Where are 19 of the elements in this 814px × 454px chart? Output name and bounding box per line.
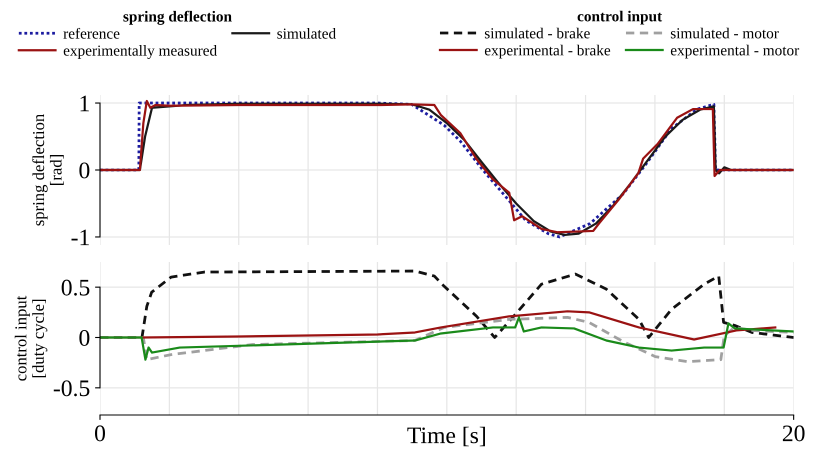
x-tick-label: 20 — [782, 425, 805, 442]
y-axis-title: control input [duty cycle] — [14, 296, 48, 381]
legend-label: simulated — [277, 28, 336, 39]
legend-title: spring deflection — [123, 10, 232, 25]
legend-label: simulated - brake — [484, 28, 590, 38]
y-tick-label: 0.5 — [62, 280, 90, 296]
legend-label: reference — [63, 28, 120, 39]
x-axis-title: Time [s] — [407, 426, 485, 446]
legend-label: simulated - motor — [670, 28, 779, 38]
legend-label: experimentally measured — [64, 44, 217, 59]
legend-title: control input — [578, 10, 662, 25]
y-tick-label: -0.5 — [54, 380, 90, 396]
y-tick-label: 1 — [80, 96, 89, 112]
y-tick-label: 0 — [79, 162, 90, 178]
y-tick-label: -1 — [71, 230, 89, 246]
y-tick-label: 0 — [79, 330, 90, 346]
legend-label: experimental - brake — [484, 44, 610, 59]
y-axis-title: spring deflection [rad] — [32, 114, 64, 226]
legend-label: experimental - motor — [670, 44, 800, 59]
